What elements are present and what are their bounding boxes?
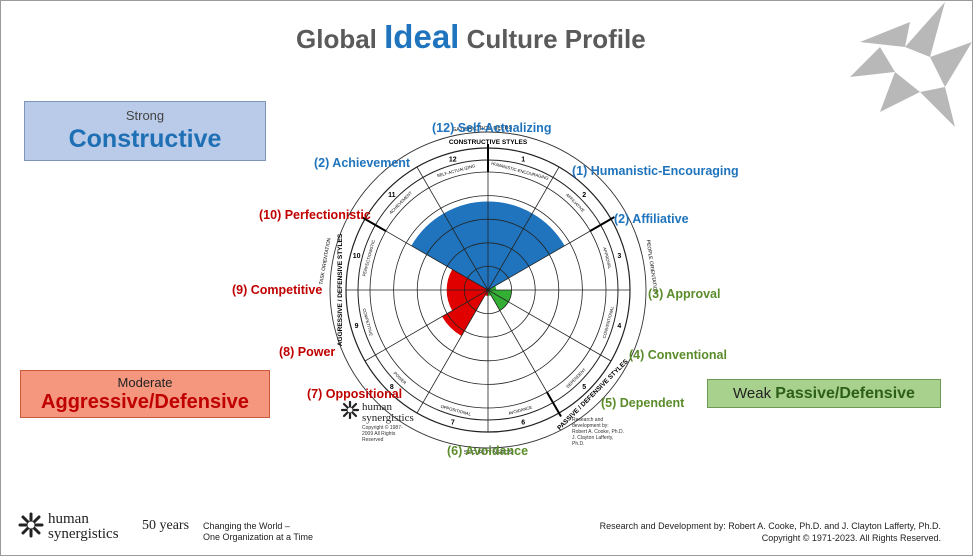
wedge-competitive [446, 290, 488, 311]
style-ring-label: POWER [393, 371, 408, 386]
label-dependent: (5) Dependent [601, 396, 685, 410]
sector-divider [364, 289, 489, 362]
inner-copyright: Copyright © 1987-2009 All Rights Reserve… [362, 425, 403, 443]
title-ideal: Ideal [384, 18, 460, 55]
strength-label: Moderate [117, 375, 173, 390]
page-title: Global Ideal Culture Profile [296, 18, 646, 56]
constructive-label: Constructive [68, 125, 222, 153]
needs-arc [329, 131, 647, 449]
human-synergistics-logo-icon [340, 400, 360, 420]
inner-logo-line1: human [362, 401, 392, 413]
style-ring-label: CONVENTIONAL [602, 305, 616, 339]
fifty-years-badge: 50 years [142, 518, 190, 533]
wedge-dependent [488, 290, 509, 311]
style-number: 7 [451, 419, 455, 426]
label-conventional: (4) Conventional [629, 348, 727, 362]
aggressive-ring-text: AGGRESSIVE / DEFENSIVE STYLES [337, 233, 344, 346]
style-number: 5 [582, 384, 586, 391]
style-number: 6 [521, 419, 525, 426]
sector-divider [487, 166, 560, 291]
wedge-humanistic-encouraging [488, 201, 533, 290]
title-pre: Global [296, 24, 377, 54]
tagline-line2: One Organization at a Time [203, 532, 314, 542]
strength-label: Weak [733, 385, 772, 402]
style-number: 1 [521, 157, 525, 164]
sector-divider [487, 289, 612, 362]
sector-divider [416, 289, 489, 414]
inner-logo-line2: synergistics [362, 412, 414, 424]
aggressive-label: Aggressive/Defensive [41, 391, 249, 413]
passive-label: Passive/Defensive [775, 385, 915, 402]
group-boundary [546, 391, 562, 417]
label-humanistic-encouraging: (1) Humanistic-Encouraging [572, 164, 739, 178]
passive-strength-box: Weak Passive/Defensive [707, 379, 941, 408]
label-oppositional: (7) Oppositional [307, 387, 403, 401]
style-number: 8 [390, 384, 394, 391]
aggressive-strength-box: Moderate Aggressive/Defensive [20, 370, 270, 418]
inner-credits: Research and development by: Robert A. C… [572, 417, 624, 447]
style-ring-label: PERFECTIONISTIC [361, 239, 376, 277]
star-logo-icon [850, 2, 972, 127]
label-power: (8) Power [279, 345, 336, 359]
constructive-strength-box: Strong Constructive [24, 101, 266, 161]
title-post: Culture Profile [466, 24, 646, 54]
style-number: 3 [617, 253, 621, 260]
constructive-ring-text: CONSTRUCTIVE STYLES [449, 139, 528, 146]
sector-divider [416, 166, 489, 291]
credits-line1: Research and Development by: Robert A. C… [599, 521, 941, 531]
group-boundary [361, 216, 387, 232]
group-boundary [589, 216, 615, 232]
style-number: 2 [582, 192, 586, 199]
style-number: 9 [355, 323, 359, 330]
wedge-perfectionistic [446, 269, 488, 290]
label-perfectionistic: (10) Perfectionistic [259, 208, 371, 222]
label-approval: (3) Approval [648, 287, 721, 301]
style-number: 11 [388, 192, 396, 199]
style-number: 10 [353, 253, 361, 260]
style-ring-label: AVOIDANCE [508, 405, 533, 416]
label-achievement: (2) Achievement [314, 156, 411, 170]
wedge-power [442, 290, 488, 336]
credits-line2: Copyright © 1971-2023. All Rights Reserv… [761, 533, 941, 543]
inner-logo-text: human synergistics [362, 402, 414, 424]
label-avoidance: (6) Avoidance [447, 444, 529, 458]
style-number: 12 [449, 157, 457, 164]
wedge-achievement [411, 213, 488, 290]
footer-logo-text: human synergistics [48, 512, 119, 542]
wedge-self-actualizing [443, 201, 488, 290]
security-needs-text: SECURITY NEEDS [464, 450, 513, 456]
label-self-actualizing: (12) Self-Actualizing [432, 121, 552, 135]
satisfaction-needs-text: SATISFACTION NEEDS [452, 125, 512, 133]
footer-tagline: Changing the World – One Organization at… [203, 521, 313, 543]
style-number: 4 [617, 323, 621, 330]
footer-logo: human synergistics [18, 512, 119, 543]
tagline-line1: Changing the World – [203, 521, 290, 531]
label-affiliative: (2) Affiliative [614, 212, 689, 226]
strength-label: Strong [125, 108, 165, 123]
style-ring-label: SELF-ACTUALIZING [436, 163, 476, 178]
footer-credits: Research and Development by: Robert A. C… [600, 520, 941, 544]
human-synergistics-logo-icon [18, 512, 44, 538]
style-ring-label: APPROVAL [602, 247, 613, 270]
label-competitive: (9) Competitive [232, 283, 323, 297]
footer-logo-line2: synergistics [48, 526, 119, 542]
footer-logo-line1: human [48, 511, 89, 527]
wedge-affiliative [488, 213, 565, 290]
